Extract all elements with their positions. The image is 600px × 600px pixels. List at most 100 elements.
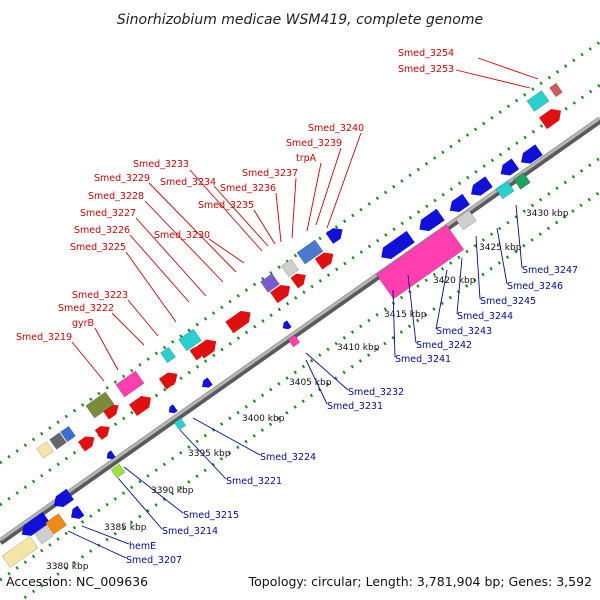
leader-line [71, 341, 105, 382]
gene-feature[interactable] [549, 82, 563, 98]
gene-feature[interactable] [68, 505, 85, 523]
gene-feature[interactable] [110, 463, 126, 479]
gene-feature[interactable] [497, 158, 520, 180]
gene-label-forward[interactable]: Smed_3222 [58, 303, 114, 314]
gene-label-forward[interactable]: Smed_3227 [80, 208, 136, 219]
gene-feature[interactable] [78, 432, 98, 452]
gene-label-forward[interactable]: Smed_3230 [154, 230, 210, 241]
gene-feature[interactable] [45, 513, 67, 535]
gene-label-reverse[interactable]: Smed_3241 [395, 354, 451, 365]
gene-feature[interactable] [178, 328, 202, 352]
gene-label-forward[interactable]: Smed_3254 [398, 48, 454, 59]
gene-label-reverse[interactable]: Smed_3244 [457, 311, 513, 322]
gene-label-forward[interactable]: gyrB [72, 318, 94, 329]
gene-feature[interactable] [517, 144, 543, 167]
gene-label-forward[interactable]: Smed_3237 [242, 168, 298, 179]
leader-line [117, 477, 163, 530]
gene-feature[interactable] [280, 258, 300, 278]
gene-label-reverse[interactable]: Smed_3207 [126, 555, 182, 566]
gene-feature[interactable] [280, 320, 292, 331]
gene-feature[interactable] [60, 425, 76, 443]
gene-feature[interactable] [160, 346, 176, 364]
gene-feature[interactable] [513, 172, 531, 190]
gene-label-forward[interactable]: Smed_3223 [72, 290, 128, 301]
gene-label-reverse[interactable]: hemE [129, 541, 156, 552]
leader-line [475, 235, 481, 300]
leader-line [275, 192, 282, 243]
gene-label-forward[interactable]: Smed_3226 [74, 225, 130, 236]
gene-feature[interactable] [50, 488, 74, 511]
leader-line [392, 289, 396, 358]
gene-feature[interactable] [467, 176, 493, 199]
gene-label-forward[interactable]: trpA [296, 153, 317, 164]
gene-label-forward[interactable]: Smed_3228 [88, 191, 144, 202]
gene-label-reverse[interactable]: Smed_3242 [416, 340, 472, 351]
gene-feature[interactable] [260, 273, 280, 293]
gene-feature[interactable] [34, 525, 54, 545]
gene-label-reverse[interactable]: Smed_3246 [507, 281, 563, 292]
gene-feature[interactable] [128, 392, 155, 417]
map-title: Sinorhizobium medicae WSM419, complete g… [117, 12, 483, 28]
leader-line [135, 217, 207, 297]
gene-label-forward[interactable]: Smed_3233 [133, 159, 189, 170]
gene-label-reverse[interactable]: Smed_3214 [162, 526, 218, 537]
gene-feature[interactable] [1, 536, 39, 568]
tick-label: 3430 kbp [526, 209, 569, 219]
gene-label-forward[interactable]: Smed_3253 [398, 64, 454, 75]
gene-label-reverse[interactable]: Smed_3245 [480, 296, 536, 307]
gene-feature[interactable] [18, 512, 51, 540]
gene-label-forward[interactable]: Smed_3225 [70, 242, 126, 253]
gene-feature[interactable] [455, 209, 477, 231]
gene-label-reverse[interactable]: Smed_3232 [348, 387, 404, 398]
gene-label-reverse[interactable]: Smed_3215 [183, 510, 239, 521]
gene-feature[interactable] [115, 370, 145, 398]
gene-label-reverse[interactable]: Smed_3231 [327, 401, 383, 412]
gene-feature[interactable] [415, 208, 445, 235]
gene-feature[interactable] [166, 404, 178, 415]
gene-feature[interactable] [325, 224, 347, 244]
gene-label-reverse[interactable]: Smed_3224 [260, 452, 316, 463]
gene-feature[interactable] [375, 224, 465, 300]
leader-line [179, 429, 227, 480]
gene-feature[interactable] [173, 417, 187, 431]
gene-feature[interactable] [526, 90, 550, 112]
gene-label-reverse[interactable]: Smed_3247 [522, 265, 578, 276]
gene-label-forward[interactable]: Smed_3219 [16, 332, 72, 343]
gene-label-reverse[interactable]: Smed_3243 [436, 326, 492, 337]
gene-label-forward[interactable]: Smed_3234 [160, 177, 216, 188]
gene-label-reverse[interactable]: Smed_3221 [226, 476, 282, 487]
leader-line [315, 147, 342, 226]
gene-label-forward[interactable]: Smed_3235 [198, 200, 254, 211]
gene-feature[interactable] [158, 369, 181, 390]
gene-feature[interactable] [199, 377, 213, 390]
gene-feature[interactable] [495, 180, 515, 200]
gene-feature[interactable] [377, 230, 415, 263]
gene-feature[interactable] [104, 450, 116, 461]
gene-feature[interactable] [270, 281, 294, 304]
gene-feature[interactable] [85, 391, 115, 419]
gene-feature[interactable] [94, 422, 113, 440]
leader-line [305, 359, 328, 405]
tick-label: 3380 kbp [46, 562, 89, 572]
gene-label-forward[interactable]: Smed_3229 [94, 173, 150, 184]
gene-feature[interactable] [49, 432, 67, 450]
gene-feature[interactable] [189, 344, 207, 361]
gene-feature[interactable] [296, 239, 324, 265]
gene-label-forward[interactable]: Smed_3239 [286, 138, 342, 149]
genome-summary-text: Topology: circular; Length: 3,781,904 bp… [248, 574, 592, 589]
leader-line [306, 162, 322, 232]
outer-forward-dotted-line [0, 40, 600, 465]
gene-feature[interactable] [287, 334, 301, 348]
gene-feature[interactable] [36, 441, 54, 459]
accession-text: Accession: NC_009636 [6, 574, 148, 589]
gene-feature[interactable] [446, 193, 470, 216]
gene-feature[interactable] [538, 105, 565, 130]
gene-label-forward[interactable]: Smed_3236 [220, 183, 276, 194]
leader-line [125, 251, 177, 323]
leader-line [127, 299, 159, 337]
leader-line [189, 169, 263, 252]
gene-feature[interactable] [290, 270, 310, 289]
gene-feature[interactable] [225, 307, 254, 334]
gene-label-forward[interactable]: Smed_3240 [308, 123, 364, 134]
gene-feature[interactable] [314, 249, 337, 270]
